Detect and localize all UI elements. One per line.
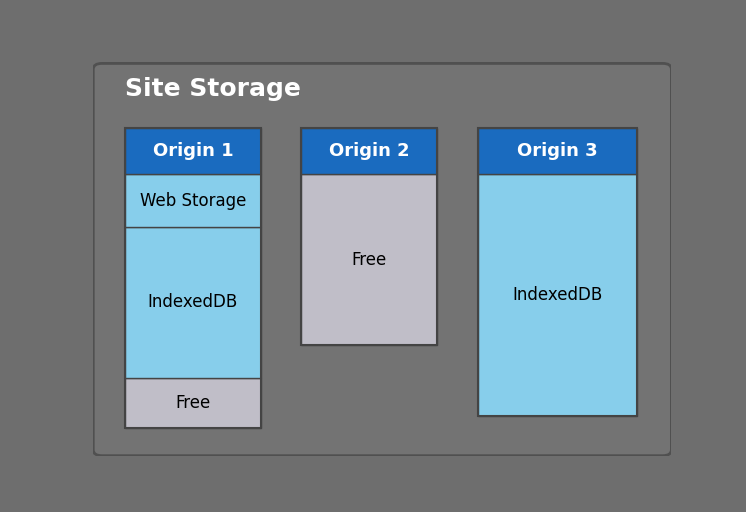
FancyBboxPatch shape xyxy=(93,63,671,456)
Bar xyxy=(125,129,261,174)
Bar xyxy=(301,129,437,174)
Bar xyxy=(477,129,637,174)
Bar xyxy=(125,227,261,377)
Bar xyxy=(477,174,637,416)
Text: Origin 2: Origin 2 xyxy=(329,142,410,160)
Bar xyxy=(125,174,261,227)
Text: Site Storage: Site Storage xyxy=(125,77,301,101)
Text: Origin 3: Origin 3 xyxy=(517,142,598,160)
Bar xyxy=(125,129,261,428)
Text: Free: Free xyxy=(175,394,210,412)
Text: IndexedDB: IndexedDB xyxy=(148,293,238,311)
Bar xyxy=(125,377,261,428)
Bar xyxy=(301,129,437,345)
Bar xyxy=(301,174,437,345)
Text: IndexedDB: IndexedDB xyxy=(512,286,602,304)
Text: Web Storage: Web Storage xyxy=(140,191,246,209)
Text: Free: Free xyxy=(351,250,387,269)
Text: Origin 1: Origin 1 xyxy=(153,142,233,160)
Bar xyxy=(477,129,637,416)
